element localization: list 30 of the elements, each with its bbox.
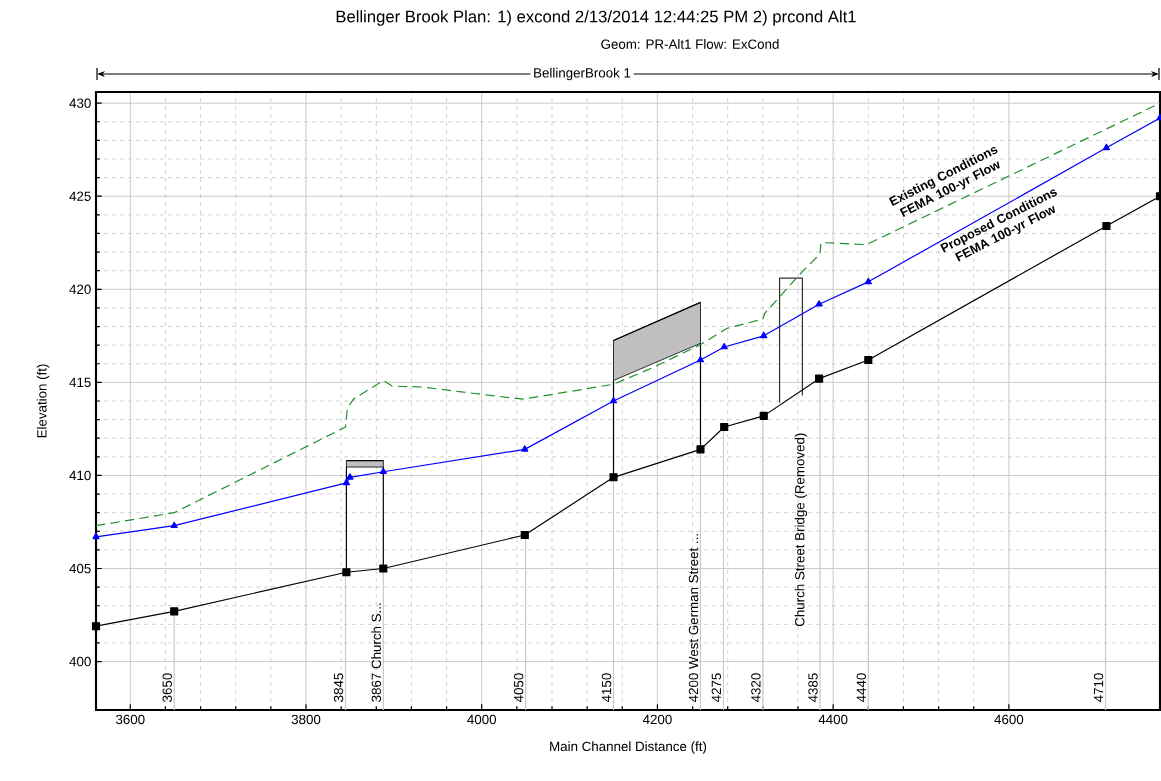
ref-line-label: 3845: [333, 673, 344, 702]
x-tick-label: 4600: [994, 714, 1024, 725]
ref-line-label: 4150: [601, 673, 612, 703]
x-tick-label: 3800: [291, 714, 321, 725]
ref-line-label: 3867 Church S...: [371, 603, 382, 702]
y-tick-label: 430: [69, 98, 91, 108]
y-tick-label: 425: [69, 191, 91, 201]
y-axis-title: Elevation (ft): [36, 364, 50, 438]
ref-line-label: 4440: [856, 673, 867, 703]
y-tick-label: 400: [69, 656, 91, 667]
ref-line-label: 4385: [808, 673, 818, 703]
chart-subtitle: Geom: PR-Alt1 Flow: ExCond: [601, 39, 779, 49]
ref-line-label: 4710: [1093, 673, 1104, 703]
x-axis-title: Main Channel Distance (ft): [550, 741, 707, 754]
x-tick-label: 4200: [642, 714, 672, 725]
y-tick-label: 405: [69, 563, 91, 574]
y-tick-label: 420: [69, 284, 91, 295]
annotation: Church Street Bridge (Removed): [794, 433, 808, 627]
ref-line-label: 3650: [162, 673, 172, 702]
y-tick-label: 410: [69, 470, 91, 481]
x-tick-label: 4400: [818, 714, 848, 725]
ref-line-label: 4050: [513, 673, 524, 703]
ref-line-label: 4275: [711, 673, 722, 703]
x-tick-label: 4000: [467, 714, 497, 725]
ref-line-label: 4200 West German Street ...: [688, 534, 699, 703]
ref-line-label: 4320: [751, 673, 761, 703]
x-tick-label: 3600: [115, 714, 145, 725]
y-tick-label: 415: [69, 377, 91, 388]
chart-title: Bellinger Brook Plan: 1) excond 2/13/2014 12:44:25 PM 2) prcond Alt1: [336, 10, 856, 26]
text: BellingerBrook 1: [534, 67, 631, 81]
